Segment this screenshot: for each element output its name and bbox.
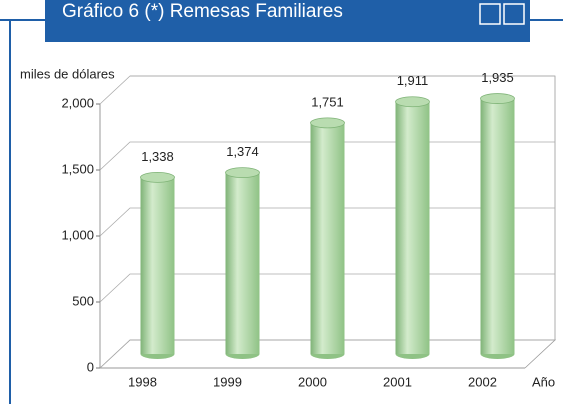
value-label: 1,751 <box>311 94 344 109</box>
y-tick-label: 1,500 <box>61 161 94 176</box>
y-tick-label: 2,000 <box>61 95 94 110</box>
bar <box>480 98 515 354</box>
bar <box>310 122 345 354</box>
bar-top <box>225 167 260 179</box>
chart-title: Gráfico 6 (*) Remesas Familiares <box>62 1 343 22</box>
x-tick-label: 1999 <box>213 374 242 389</box>
x-tick-label: 2000 <box>298 374 327 389</box>
x-tick-label: 1998 <box>128 374 157 389</box>
value-label: 1,338 <box>141 149 174 164</box>
x-tick-label: 2001 <box>383 374 412 389</box>
bar-top <box>480 93 515 104</box>
value-label: 1,374 <box>226 144 259 159</box>
y-tick-label: 1,000 <box>61 227 94 242</box>
bar <box>395 101 430 354</box>
x-tick-label: 2002 <box>468 374 497 389</box>
bar-top <box>395 96 430 108</box>
header-bar <box>45 0 530 42</box>
grid-line <box>99 75 555 105</box>
y-tick-label: 500 <box>72 293 94 308</box>
value-label: 1,935 <box>481 70 514 85</box>
bar <box>225 172 260 354</box>
bar <box>140 177 175 354</box>
bar-top <box>310 117 345 129</box>
bar-top <box>140 171 175 183</box>
x-axis-label: Año <box>532 374 555 389</box>
y-axis-label: miles de dólares <box>20 66 115 81</box>
header-box <box>503 3 525 25</box>
value-label: 1,911 <box>397 73 429 88</box>
header-box <box>479 3 501 25</box>
y-tick-label: 0 <box>87 359 94 374</box>
